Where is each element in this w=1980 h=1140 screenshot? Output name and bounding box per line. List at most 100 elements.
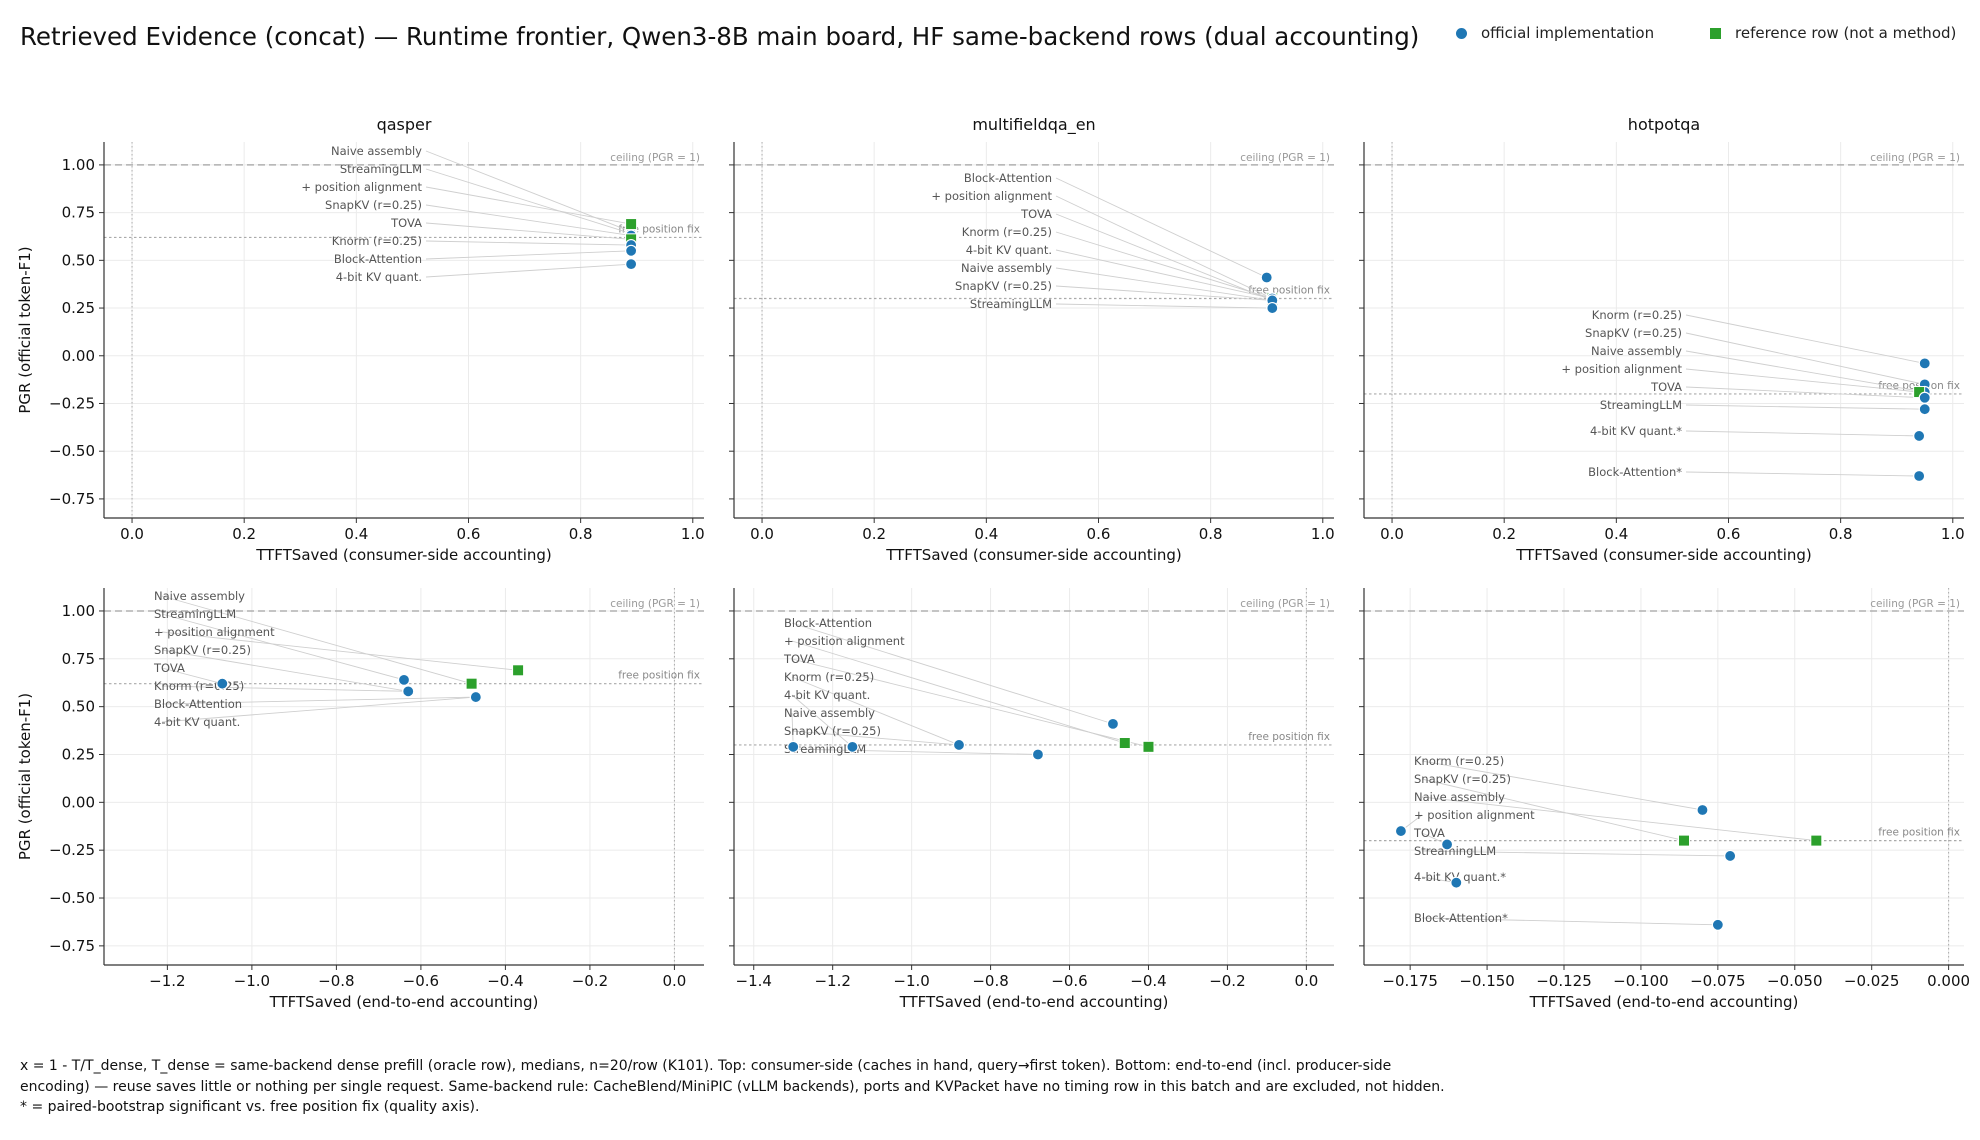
panel-3-point-label: + position alignment [1561,362,1682,376]
panel-1-leader-line [425,150,632,233]
panel-6-point-label: 4-bit KV quant.* [1414,870,1506,884]
panel-1-point-label: TOVA [390,216,422,230]
panel-1-leader-line [425,250,632,260]
panel-2-leader-line [1055,249,1273,299]
panel-6-leader-line [1421,760,1703,811]
panel-4-point-label: Block-Attention [154,697,242,711]
panel-6-x-tick-label: −0.050 [1767,972,1823,990]
panel-1-y-axis-label: PGR (official token-F1) [16,246,34,413]
panel-2-x-tick-label: 0.2 [862,525,886,543]
panel-4-x-tick-label: −0.2 [572,972,608,990]
panel-5-official-point [952,738,966,752]
panel-3-x-tick-label: 0.4 [1604,525,1628,543]
panel-3-official-point [1918,391,1931,404]
panel-3-official-point [1918,403,1931,416]
panel-4-y-tick-label: 0.50 [62,698,95,716]
panel-5-official-point [1031,748,1045,761]
panel-3-point-label: Naive assembly [1591,344,1682,358]
panel-6-point-label: StreamingLLM [1414,844,1496,858]
panel-5-reference-point [1118,737,1131,750]
panel-1-point-label: 4-bit KV quant. [336,270,422,284]
panel-4-official-point [469,690,482,704]
panel-1-y-tick-label: 0.50 [62,251,95,269]
panel-6-point-label: Block-Attention* [1414,911,1508,925]
panel-2-leader-line [1055,303,1273,309]
panel-3-x-tick-label: 1.0 [1941,525,1965,543]
panel-5-x-tick-label: −0.2 [1209,972,1245,990]
panel-1-leader-line [425,204,632,236]
panel-6-point-label: + position alignment [1414,808,1535,822]
panel-1-x-tick-label: 0.4 [344,525,368,543]
panel-6-x-tick-label: −0.100 [1613,972,1669,990]
panel-1-point-label: + position alignment [301,180,422,194]
panel-1-leader-line [425,186,632,225]
panel-1-point-label: Block-Attention [334,252,422,266]
panel-5-point-label: StreamingLLM [784,742,866,756]
panel-3-leader-line [1685,314,1925,364]
panel-5-x-axis-label: TTFTSaved (end-to-end accounting) [899,993,1169,1011]
panel-5-point-label: Naive assembly [784,706,875,720]
panel-4-leader-line [161,696,476,705]
panel-4-reference-point [465,677,478,690]
panel-3-point-label: Block-Attention* [1588,465,1682,479]
legend-marker-official [1456,27,1467,39]
panel-5-reference-point [1142,740,1155,753]
panel-1-point-label: Naive assembly [331,144,422,158]
panel-3-x-tick-label: 0.2 [1492,525,1516,543]
chart-title: Retrieved Evidence (concat) — Runtime fr… [20,22,1420,51]
panel-2-x-tick-label: 0.8 [1199,525,1223,543]
panel-5-ceiling-label: ceiling (PGR = 1) [1240,598,1330,610]
panel-3-official-point [1918,357,1931,370]
panel-6-x-tick-label: −0.075 [1690,972,1746,990]
panel-4-ceiling-label: ceiling (PGR = 1) [610,598,700,610]
panel-1-point-label: StreamingLLM [340,162,422,176]
panel-6-x-tick-label: 0.000 [1927,972,1970,990]
panel-4-y-tick-label: 0.75 [62,650,95,668]
panel-2-official-point [1266,301,1279,315]
panel-4-fix-label: free position fix [618,670,700,682]
legend-item-official: official implementation [1456,24,1654,42]
panel-1-y-tick-label: 0.25 [62,299,95,317]
panel-1-title: qasper [377,115,432,134]
panel-3-point-label: 4-bit KV quant.* [1590,424,1682,438]
panel-6-official-point [1394,824,1408,838]
panel-1-y-tick-label: −0.25 [49,394,95,412]
panel-4-y-tick-label: −0.50 [49,889,95,907]
panel-6-x-tick-label: −0.025 [1844,972,1900,990]
panel-4-y-tick-label: 0.25 [62,745,95,763]
panel-5-point-label: Block-Attention [784,616,872,630]
panel-4-point-label: Naive assembly [154,589,245,603]
panel-4-reference-point [512,664,525,677]
panel-3-x-tick-label: 0.0 [1380,525,1404,543]
panel-6-leader-line [1421,917,1718,926]
panel-3-title: hotpotqa [1628,115,1700,134]
panel-4-x-tick-label: −0.6 [403,972,439,990]
panel-6-official-point [1711,918,1724,931]
panel-2-point-label: StreamingLLM [970,297,1052,311]
panel-3-leader-line [1685,350,1925,393]
panel-6-official-point [1450,876,1463,889]
panel-4-leader-line [161,696,476,723]
panel-2-point-label: Block-Attention [964,171,1052,185]
panel-4-x-tick-label: −0.4 [487,972,523,990]
panel-4-x-axis-label: TTFTSaved (end-to-end accounting) [269,993,539,1011]
panel-1-point-label: SnapKV (r=0.25) [325,198,422,212]
panel-6-official-point [1440,838,1454,851]
panel-5-x-tick-label: −0.4 [1130,972,1166,990]
panel-1-leader-line [425,240,632,246]
panel-4-leader-line [161,595,472,685]
panel-4-leader-line [161,685,409,692]
panel-6-reference-point [1810,834,1823,847]
panel-2-point-label: TOVA [1020,207,1052,221]
panel-6-point-label: TOVA [1413,826,1445,840]
panel-5-official-point [846,740,859,753]
panel-1-ceiling-label: ceiling (PGR = 1) [610,152,700,164]
panel-1-y-tick-label: −0.50 [49,442,95,460]
panel-6-official-point [1696,803,1709,817]
panel-3-ceiling-label: ceiling (PGR = 1) [1870,152,1960,164]
legend-marker-reference [1710,27,1721,39]
panel-6-leader-line [1421,850,1731,857]
panel-4-y-tick-label: −0.25 [49,841,95,859]
panel-4-point-label: 4-bit KV quant. [154,715,240,729]
panel-6-leader-line [1421,778,1685,842]
